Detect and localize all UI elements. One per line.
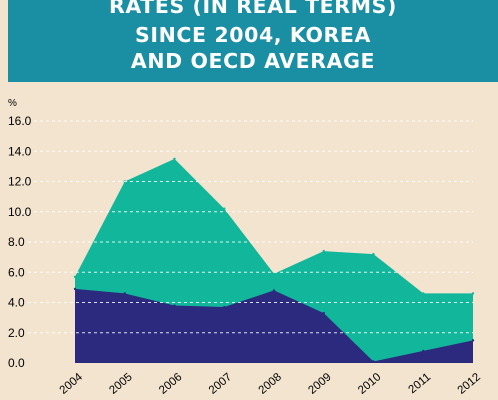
y-tick-label: 4.0 xyxy=(8,296,25,310)
chart-title-line-1: RATES (IN REAL TERMS) xyxy=(109,0,397,18)
data-point-series-1 xyxy=(422,292,425,295)
area-series-2 xyxy=(75,288,473,363)
x-tick-label: 2008 xyxy=(257,371,284,397)
data-point-series-2 xyxy=(73,287,77,291)
x-tick-label: 2009 xyxy=(306,371,333,397)
data-point-series-1 xyxy=(223,207,226,210)
data-point-series-2 xyxy=(471,339,475,342)
y-tick-label: 8.0 xyxy=(8,235,25,249)
y-tick-label: 16.0 xyxy=(8,114,32,128)
y-tick-label: 14.0 xyxy=(8,144,32,158)
data-point-series-1 xyxy=(372,252,375,256)
chart-title-line-2: SINCE 2004, KOREA xyxy=(135,23,371,47)
data-point-series-2 xyxy=(272,289,276,292)
x-tick-label: 2012 xyxy=(456,371,483,397)
x-tick-label: 2004 xyxy=(58,371,86,397)
x-tick-label: 2007 xyxy=(207,371,234,397)
x-tick-label: 2010 xyxy=(356,371,383,397)
data-point-series-1 xyxy=(272,272,276,275)
data-point-series-2 xyxy=(372,360,375,363)
chart-areas xyxy=(73,157,475,363)
y-axis-ticks: 0.0 2.0 4.0 6.0 8.0 10.0 12.0 14.0 16.0 xyxy=(8,114,32,370)
y-tick-label: 0.0 xyxy=(8,356,25,370)
x-tick-label: 2005 xyxy=(107,371,134,397)
x-axis-ticks: 2004 2005 2006 2007 2008 2009 2010 2011 2012 xyxy=(58,371,483,397)
x-tick-label: 2011 xyxy=(407,371,434,396)
data-point-series-2 xyxy=(322,311,325,315)
y-tick-label: 2.0 xyxy=(8,326,25,340)
x-tick-label: 2006 xyxy=(157,371,184,397)
y-tick-label: 10.0 xyxy=(8,205,32,219)
data-point-series-2 xyxy=(123,292,126,295)
data-point-series-2 xyxy=(173,304,176,307)
data-point-series-1 xyxy=(173,157,176,161)
data-point-series-1 xyxy=(471,292,475,295)
y-tick-label: 6.0 xyxy=(8,265,25,279)
data-point-series-1 xyxy=(73,275,77,278)
chart-title-banner: RATES (IN REAL TERMS) SINCE 2004, KOREA … xyxy=(8,0,498,82)
chart-title-line-3: AND OECD AVERAGE xyxy=(130,49,376,73)
y-tick-label: 12.0 xyxy=(8,175,32,189)
y-unit-label: % xyxy=(8,98,17,109)
data-point-series-2 xyxy=(223,305,226,309)
data-point-series-1 xyxy=(322,249,325,253)
data-point-series-2 xyxy=(422,349,425,353)
